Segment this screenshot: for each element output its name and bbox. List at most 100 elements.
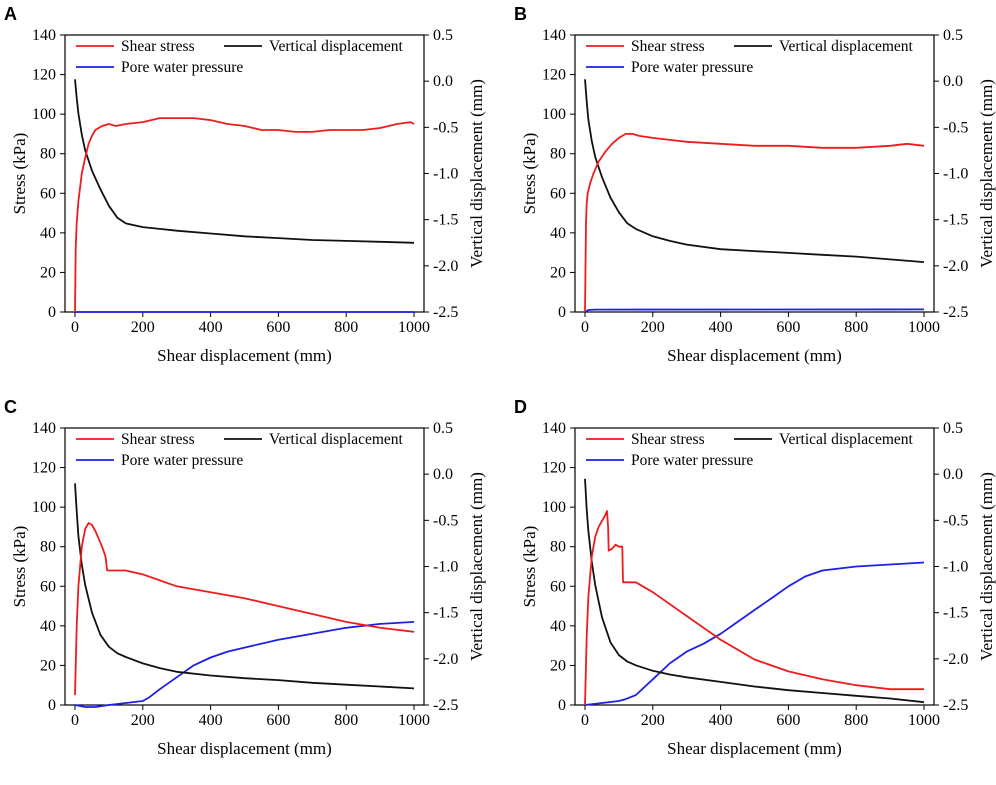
y-tick-label: 40 [550, 225, 566, 242]
y-tick-label: 20 [40, 657, 56, 674]
y-tick-label: 120 [542, 67, 566, 84]
y2-tick-label: -2.0 [943, 258, 968, 275]
y-tick-label: 100 [542, 499, 566, 516]
x-tick-label: 1000 [908, 319, 940, 336]
x-tick-label: 1000 [908, 712, 940, 729]
panel-c: C 0 200 400 600 800 1000 0 20 40 60 80 100 120 140 -2.5… [0, 393, 498, 785]
y-tick-label: 140 [542, 420, 566, 437]
series-line-pore-water-pressure [584, 308, 925, 313]
chart-a: A 0 200 400 600 800 1000 0 20 40 60 80 100 120 140 -2.5… [4, 4, 486, 365]
y-tick-label: 120 [32, 460, 56, 477]
series-line-vertical-displacement [584, 478, 925, 704]
panel-label-b: B [514, 4, 527, 24]
x-tick-label: 0 [71, 712, 79, 729]
series-line-vertical-displacement [74, 79, 415, 244]
y2-tick-label: 0.5 [943, 420, 963, 437]
series-line-pore-water-pressure [74, 621, 415, 708]
panel-label-c: C [4, 397, 17, 417]
y-tick-label: 40 [40, 225, 56, 242]
panel-d: D 0 200 400 600 800 1000 0 20 40 60 80 100 120 140 -2.5… [510, 393, 996, 785]
y2-tick-label: -2.0 [433, 651, 458, 668]
panel-a: A 0 200 400 600 800 1000 0 20 40 60 80 100 120 140 -2.5… [0, 0, 498, 392]
y2-tick-label: -1.5 [943, 605, 968, 622]
legend-label-pore-water-pressure: Pore water pressure [121, 59, 243, 76]
y2-tick-label: 0.0 [433, 73, 453, 90]
y2-tick-label: -0.5 [943, 119, 968, 136]
y-tick-label: 80 [550, 539, 566, 556]
y-tick-label: 120 [542, 460, 566, 477]
series-line-vertical-displacement [584, 79, 925, 263]
y2-tick-label: 0.5 [943, 27, 963, 44]
y-tick-label: 20 [550, 657, 566, 674]
x-tick-label: 400 [709, 319, 733, 336]
panel-label-a: A [4, 4, 17, 24]
y2-tick-label: -1.0 [943, 559, 968, 576]
y-axis-label: Stress (kPa) [520, 526, 539, 608]
chart-d: D 0 200 400 600 800 1000 0 20 40 60 80 100 120 140 -2.5… [514, 397, 996, 758]
x-tick-label: 0 [71, 319, 79, 336]
series-line-shear-stress [584, 510, 924, 706]
y-tick-label: 100 [32, 106, 56, 123]
y-tick-label: 80 [40, 539, 56, 556]
y-tick-label: 40 [40, 618, 56, 635]
y2-tick-label: -2.5 [433, 304, 458, 321]
y-tick-label: 20 [40, 264, 56, 281]
y-tick-label: 80 [550, 146, 566, 163]
y-tick-label: 60 [40, 185, 56, 202]
x-tick-label: 600 [266, 319, 290, 336]
panel-b: B 0 200 400 600 800 1000 0 20 40 60 80 100 120 140 -2.5… [510, 0, 996, 392]
plot-frame [574, 427, 935, 706]
y2-tick-label: 0.0 [943, 466, 963, 483]
x-tick-label: 800 [334, 712, 358, 729]
y-tick-label: 40 [550, 618, 566, 635]
x-tick-label: 1000 [398, 319, 430, 336]
y2-tick-label: -1.5 [943, 212, 968, 229]
y2-tick-label: -0.5 [433, 119, 458, 136]
y2-tick-label: -2.0 [433, 258, 458, 275]
y2-tick-label: 0.5 [433, 27, 453, 44]
plot-frame [64, 34, 425, 313]
y-tick-label: 60 [550, 578, 566, 595]
legend-label-pore-water-pressure: Pore water pressure [121, 452, 243, 469]
x-axis-label: Shear displacement (mm) [667, 739, 842, 758]
x-tick-label: 200 [131, 319, 155, 336]
legend-label-shear-stress: Shear stress [631, 38, 705, 55]
x-tick-label: 400 [709, 712, 733, 729]
y2-tick-label: 0.5 [433, 420, 453, 437]
x-tick-label: 200 [641, 319, 665, 336]
legend-label-shear-stress: Shear stress [121, 38, 195, 55]
x-tick-label: 400 [199, 712, 223, 729]
y2-axis-label: Vertical displacement (mm) [977, 472, 996, 661]
x-tick-label: 200 [641, 712, 665, 729]
y2-tick-label: -1.0 [433, 559, 458, 576]
y2-tick-label: -0.5 [433, 512, 458, 529]
x-tick-label: 800 [334, 319, 358, 336]
series-line-shear-stress [584, 132, 925, 313]
y-tick-label: 120 [32, 67, 56, 84]
legend-label-shear-stress: Shear stress [631, 431, 705, 448]
y-tick-label: 140 [32, 420, 56, 437]
chart-b: B 0 200 400 600 800 1000 0 20 40 60 80 100 120 140 -2.5… [514, 4, 996, 365]
y2-axis-label: Vertical displacement (mm) [977, 79, 996, 268]
y-axis-label: Stress (kPa) [10, 526, 29, 608]
x-tick-label: 400 [199, 319, 223, 336]
y2-tick-label: -1.5 [433, 605, 458, 622]
y-tick-label: 20 [550, 264, 566, 281]
plot-frame [64, 427, 425, 706]
y-tick-label: 0 [558, 697, 566, 714]
y2-axis-label: Vertical displacement (mm) [467, 79, 486, 268]
y2-tick-label: 0.0 [433, 466, 453, 483]
y-axis-label: Stress (kPa) [10, 133, 29, 215]
x-tick-label: 200 [131, 712, 155, 729]
series-line-shear-stress [74, 522, 415, 696]
x-axis-label: Shear displacement (mm) [667, 346, 842, 365]
legend-label-vertical-displacement: Vertical displacement [269, 38, 404, 55]
y-tick-label: 60 [40, 578, 56, 595]
x-axis-label: Shear displacement (mm) [157, 346, 332, 365]
series-line-pore-water-pressure [584, 561, 925, 706]
legend-label-shear-stress: Shear stress [121, 431, 195, 448]
y-tick-label: 0 [48, 304, 56, 321]
legend-label-vertical-displacement: Vertical displacement [269, 431, 404, 448]
y-tick-label: 100 [542, 106, 566, 123]
chart-c: C 0 200 400 600 800 1000 0 20 40 60 80 100 120 140 -2.5… [4, 397, 486, 758]
